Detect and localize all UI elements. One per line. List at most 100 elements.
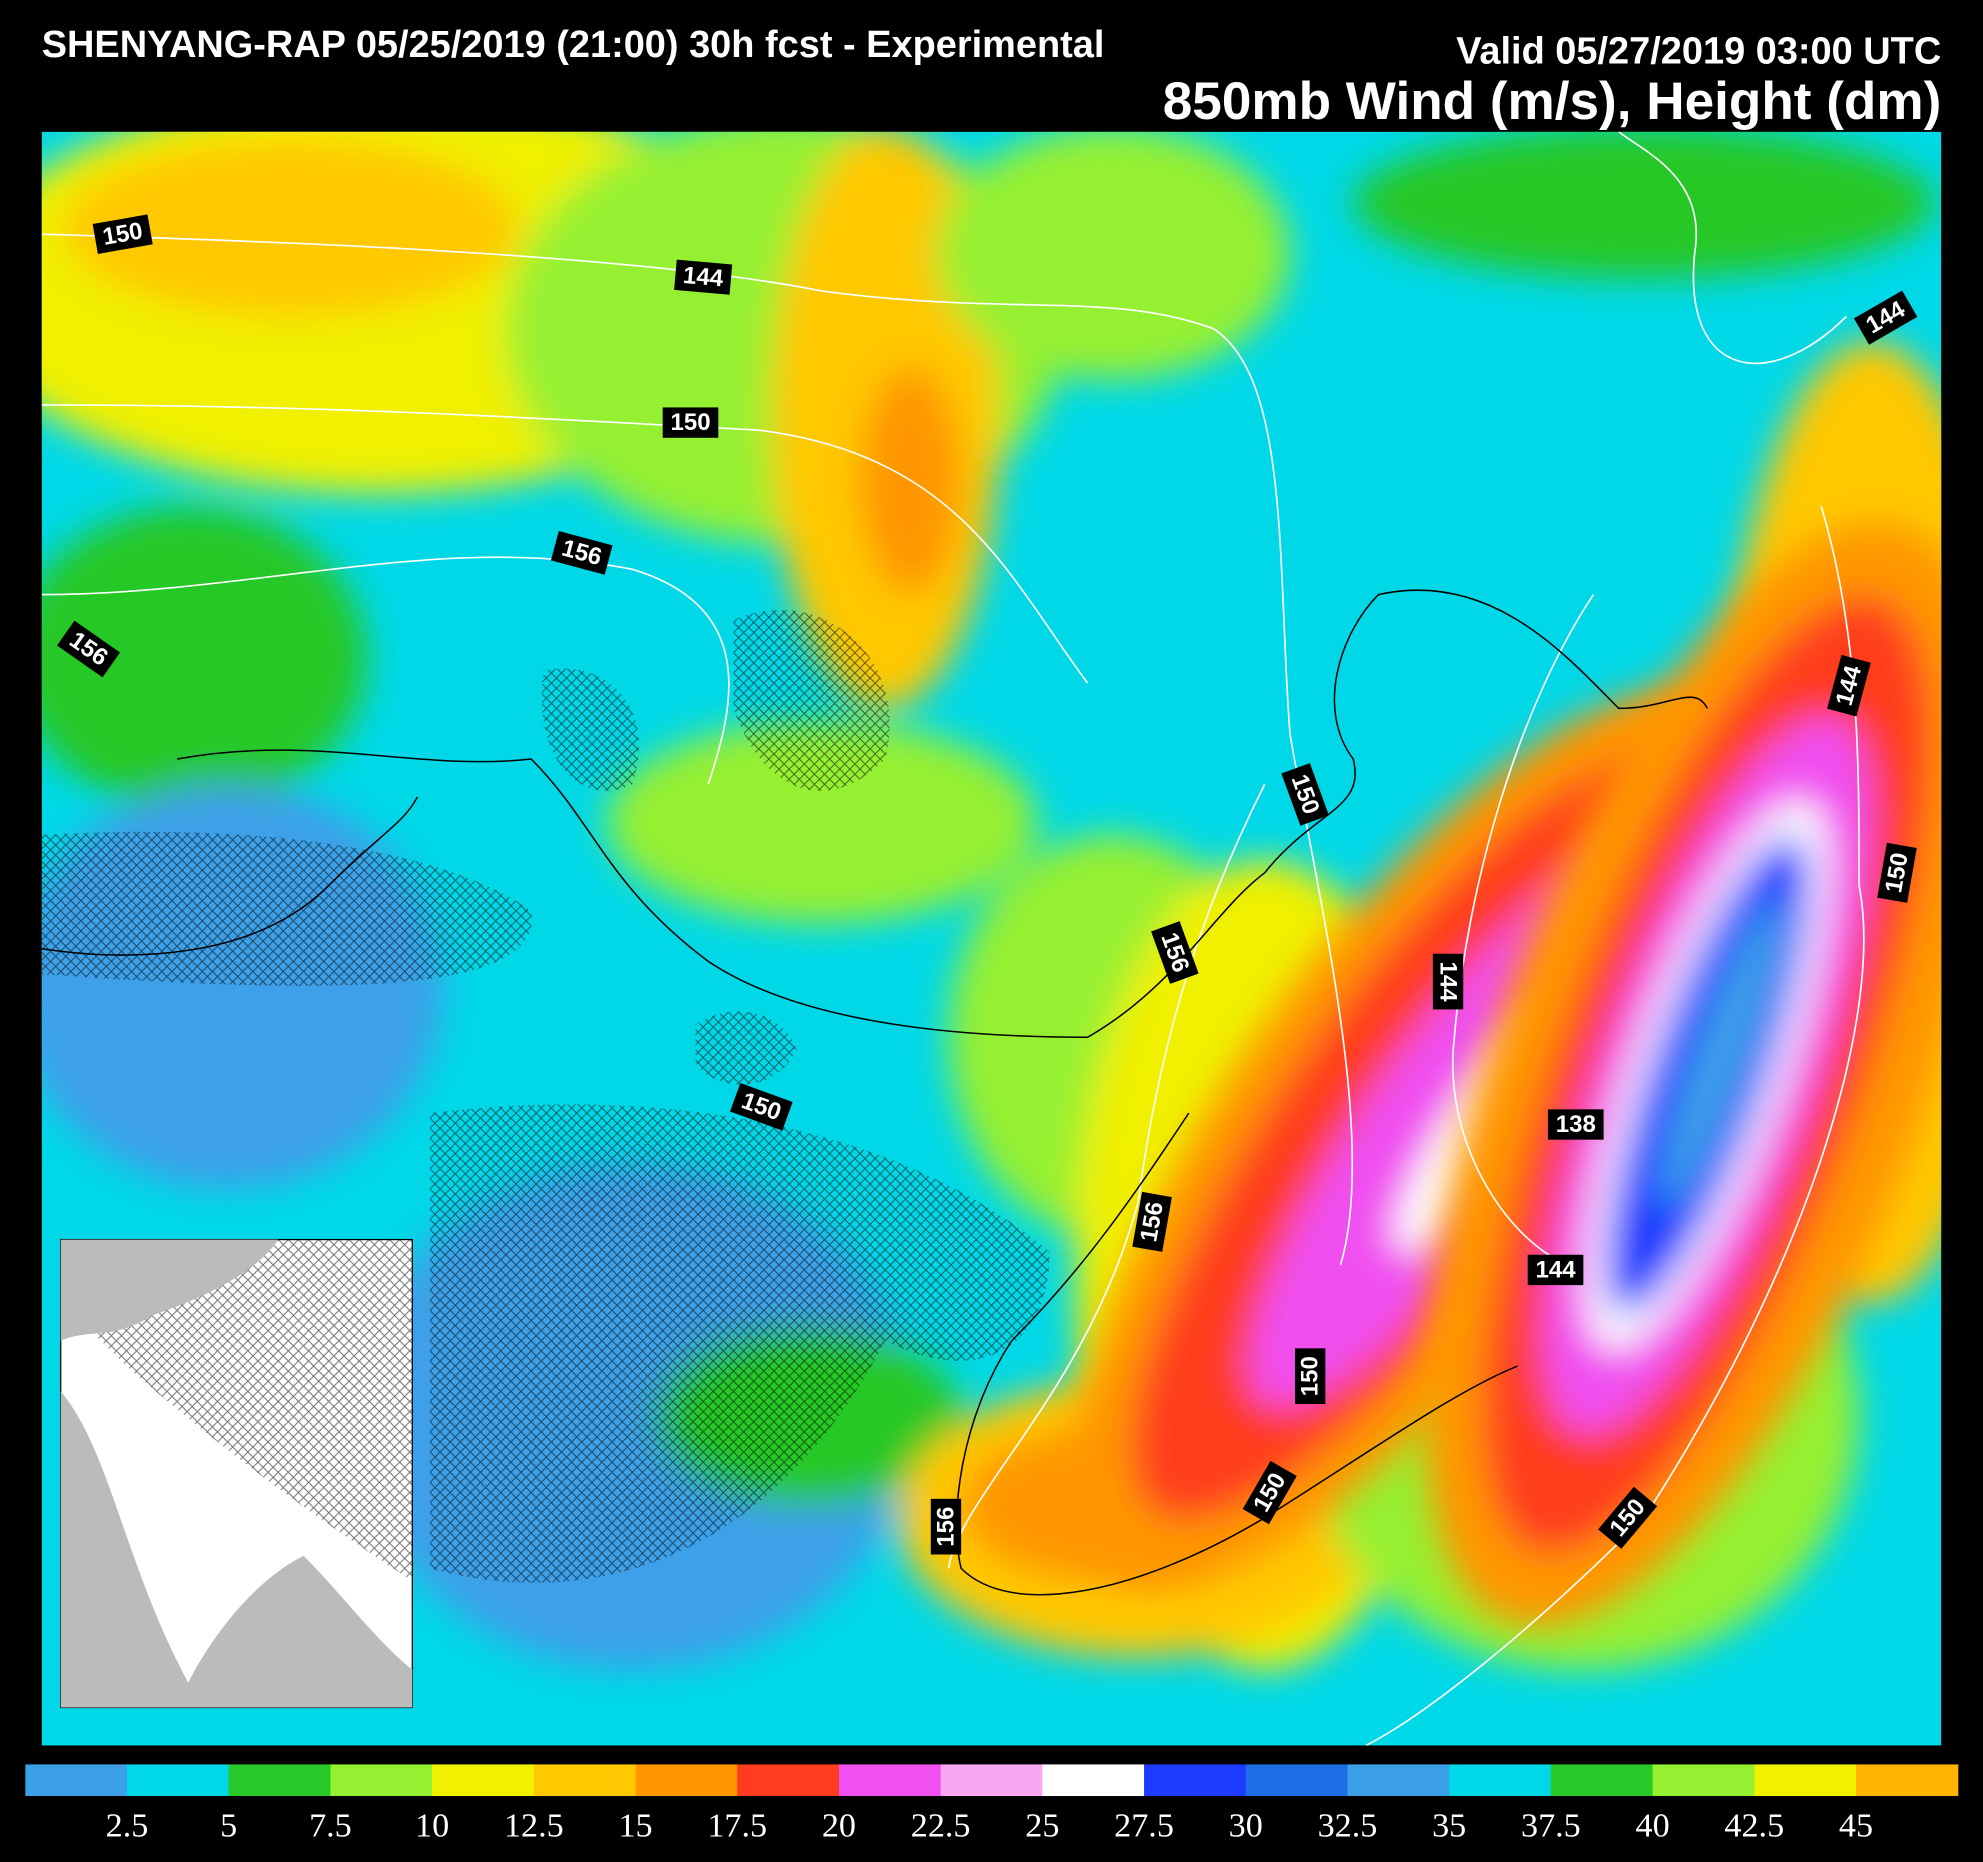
contour: [1452, 594, 1595, 1266]
colorbar-tick-label: 2.5: [106, 1808, 149, 1845]
colorbar-swatch: [25, 1764, 128, 1797]
inset-map: [60, 1238, 413, 1709]
colorbar-swatch: [737, 1764, 840, 1797]
blob: [935, 131, 1290, 380]
colorbar: 2.5 5 7.5 10 12.5 15 17.5 20 22.5 25 27.5 30 32.5 35 3…: [25, 1764, 1959, 1845]
colorbar-tick-label: 17.5: [707, 1808, 767, 1845]
contour-label-box: [1295, 1348, 1326, 1404]
hatched-areas: [41, 609, 1050, 1583]
valid-time: Valid 05/27/2019 03:00 UTC: [1456, 30, 1941, 72]
contour-label-box: [1598, 1486, 1658, 1549]
inset-land: [177, 1555, 413, 1708]
blob: [1353, 131, 1935, 279]
hatch: [541, 668, 639, 791]
blob: [63, 139, 519, 317]
inset-land: [60, 1391, 203, 1708]
contour-label: 150: [92, 214, 153, 254]
blob: [41, 506, 367, 810]
contour-label: 144: [1432, 953, 1464, 1010]
contour-label-box: [57, 620, 121, 678]
colorbar-tick-label: 25: [1025, 1808, 1059, 1845]
colorbar-swatch: [330, 1764, 433, 1797]
hatch: [429, 1104, 1050, 1583]
border: [176, 589, 1708, 1038]
contour-label-text: 156: [932, 1507, 959, 1547]
contour-label: 144: [1527, 1254, 1584, 1286]
hatch: [695, 1011, 797, 1085]
contour-label-text: 144: [1536, 1256, 1577, 1283]
colorbar-tick-label: 5: [220, 1808, 237, 1845]
contour-label: 156: [930, 1498, 962, 1555]
coast: [955, 1112, 1518, 1596]
contour-label: 144: [674, 259, 733, 295]
contour-label-box: [1151, 921, 1199, 984]
colorbar-tick-label: 27.5: [1114, 1808, 1174, 1845]
map-field: [41, 131, 1942, 1746]
hatch: [733, 609, 890, 791]
colorbar-swatch: [1245, 1764, 1349, 1797]
contour-label-box: [1853, 290, 1918, 345]
colorbar-tick-label: 7.5: [309, 1808, 352, 1845]
colorbar-swatch: [126, 1764, 230, 1797]
colorbar-tick-label: 35: [1432, 1808, 1466, 1845]
contour-label-box: [550, 531, 613, 575]
contour: [41, 233, 1354, 1266]
contour-label-box: [729, 1083, 793, 1131]
contour-label-box: [674, 259, 733, 295]
colorbar-tick-label: 37.5: [1521, 1808, 1581, 1845]
contour-label-box: [1281, 763, 1329, 826]
borders: [41, 589, 1708, 1596]
colorbar-tick-label: 30: [1229, 1808, 1263, 1845]
colorbar-tick-label: 22.5: [911, 1808, 971, 1845]
colorbar-swatch: [1754, 1764, 1857, 1797]
contour-label-box: [1547, 1109, 1604, 1140]
contour-label-text: 150: [1297, 1356, 1324, 1396]
colorbar-swatch: [1144, 1764, 1247, 1797]
colorbar-swatch: [1550, 1764, 1654, 1797]
colorbar-swatch: [228, 1764, 332, 1797]
colorbar-tick-label: 42.5: [1724, 1808, 1784, 1845]
contour-label: 150: [662, 407, 719, 438]
colorbar-tick-label: 40: [1636, 1808, 1670, 1845]
contour-label-box: [92, 214, 153, 254]
colorbar-swatch: [1042, 1764, 1145, 1797]
colorbar-tick-label: 32.5: [1318, 1808, 1378, 1845]
blob: [1659, 898, 1784, 1209]
height-contours: [41, 131, 1865, 1746]
contour-label-box: [1877, 842, 1917, 903]
contour-label: 150: [1295, 1348, 1326, 1404]
contour-label-text: 144: [1435, 962, 1462, 1003]
border: [41, 796, 419, 956]
blob: [607, 721, 1038, 924]
contour-label: 150: [1281, 763, 1329, 826]
contour-label-box: [930, 1498, 962, 1555]
contour-label: 156: [1132, 1191, 1172, 1252]
contour-label-text: 144: [682, 262, 725, 292]
contour: [41, 404, 1089, 684]
contour-label: 150: [1242, 1460, 1297, 1525]
colorbar-swatch: [432, 1764, 535, 1797]
colorbar-tick-label: 15: [618, 1808, 652, 1845]
contour-label-text: 150: [670, 409, 710, 436]
colorbar-swatch: [1652, 1764, 1755, 1797]
contour: [947, 783, 1266, 1569]
colorbar-swatch: [635, 1764, 738, 1797]
contour: [1365, 505, 1865, 1746]
colorbar-tick-label: 45: [1839, 1808, 1873, 1845]
contour-label: 150: [1877, 842, 1917, 903]
contour-label-box: [1827, 654, 1871, 717]
contour-label-box: [1527, 1254, 1584, 1286]
colorbar-swatch: [940, 1764, 1043, 1797]
colorbar-tick-label: 12.5: [504, 1808, 564, 1845]
title: SHENYANG-RAP 05/25/2019 (21:00) 30h fcst…: [42, 24, 1105, 66]
colorbar-tick-label: 20: [822, 1808, 856, 1845]
contour-label-box: [1132, 1191, 1172, 1252]
contour-label: 138: [1547, 1109, 1604, 1140]
colorbar-swatch: [1449, 1764, 1552, 1797]
jet-east: [1423, 523, 1942, 1627]
contour: [1618, 131, 1847, 365]
inset-land: [60, 1239, 279, 1341]
